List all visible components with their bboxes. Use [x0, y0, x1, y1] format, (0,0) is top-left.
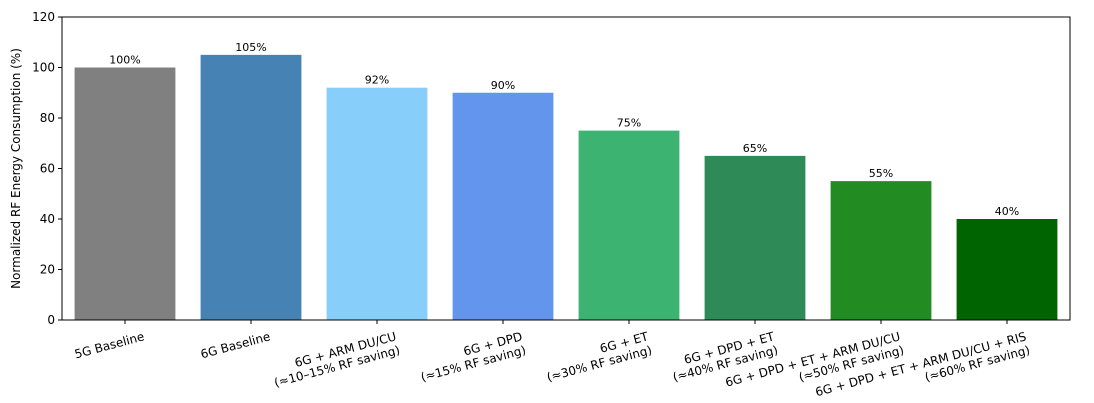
bar-7: [956, 219, 1058, 320]
bar-4: [578, 130, 680, 320]
bar-1: [200, 54, 302, 320]
x-axis: 5G Baseline 6G Baseline 6G + ARM DU/CU(≈10…: [73, 320, 1031, 399]
y-tick-label-5: 100: [32, 61, 55, 75]
data-label-2: 92%: [365, 74, 389, 87]
y-axis: 0 20 40 60 80 100 120: [32, 10, 62, 327]
y-axis-title: Normalized RF Energy Consumption (%): [9, 48, 23, 289]
x-tick-label-4: 6G + ET(≈30% RF saving): [542, 329, 654, 384]
bars-layer: [74, 54, 1058, 320]
x-tick-label-0-line-0: 5G Baseline: [73, 329, 146, 361]
data-label-7: 40%: [995, 205, 1019, 218]
x-tick-label-0: 5G Baseline: [73, 329, 146, 361]
y-tick-label-2: 40: [40, 212, 55, 226]
y-tick-label-4: 80: [40, 111, 55, 125]
bar-3: [452, 92, 554, 320]
bar-6: [830, 181, 932, 320]
data-label-4: 75%: [617, 117, 641, 130]
bar-0: [74, 67, 176, 320]
y-tick-label-3: 60: [40, 162, 55, 176]
x-tick-label-1: 6G Baseline: [199, 329, 272, 361]
x-tick-label-1-line-0: 6G Baseline: [199, 329, 272, 361]
data-label-1: 105%: [235, 41, 266, 54]
y-tick-label-1: 20: [40, 263, 55, 277]
data-labels-layer: 100% 105% 92% 90% 75% 65% 55% 40%: [109, 41, 1019, 218]
x-tick-label-3: 6G + DPD(≈15% RF saving): [416, 329, 528, 384]
y-tick-label-6: 120: [32, 10, 55, 24]
y-tick-label-0: 0: [47, 313, 55, 327]
bar-2: [326, 87, 428, 320]
data-label-5: 65%: [743, 142, 767, 155]
data-label-6: 55%: [869, 167, 893, 180]
x-tick-label-2: 6G + ARM DU/CU(≈10–15% RF saving): [269, 329, 401, 390]
data-label-0: 100%: [109, 54, 140, 67]
data-label-3: 90%: [491, 79, 515, 92]
bar-5: [704, 155, 806, 320]
